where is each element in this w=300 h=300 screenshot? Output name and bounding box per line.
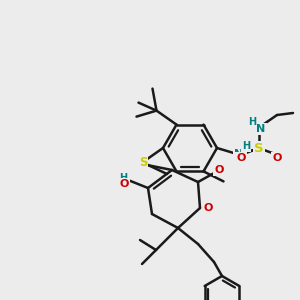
Text: H: H: [248, 117, 256, 127]
Text: O: O: [119, 179, 129, 189]
Text: N: N: [234, 149, 244, 159]
Text: H: H: [242, 141, 250, 151]
Text: N: N: [256, 124, 266, 134]
Text: O: O: [214, 165, 224, 175]
Text: O: O: [236, 153, 246, 163]
Text: S: S: [139, 155, 147, 169]
Text: H: H: [119, 173, 127, 183]
Text: O: O: [203, 203, 213, 213]
Text: S: S: [254, 142, 264, 155]
Text: O: O: [272, 153, 282, 163]
